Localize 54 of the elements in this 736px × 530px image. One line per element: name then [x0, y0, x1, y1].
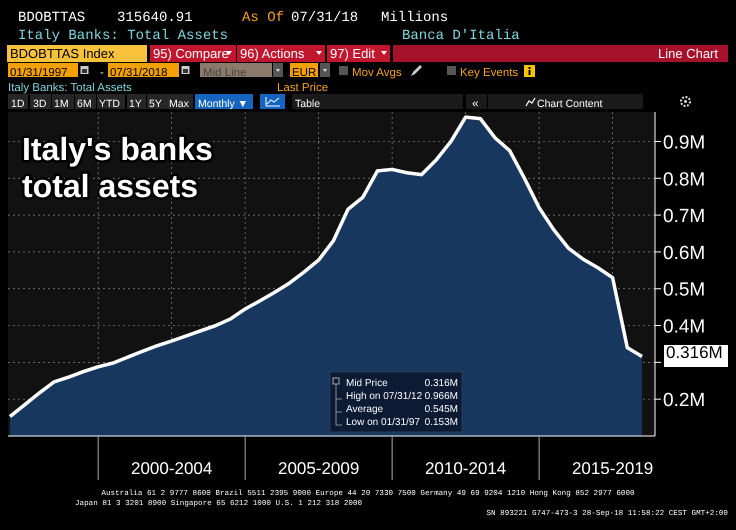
text: Monthly ▼ [198, 98, 248, 110]
y-tick-label: 0.8M [663, 169, 706, 190]
text: 5Y [149, 98, 162, 110]
x-tick-label: 2015-2019 [572, 459, 654, 478]
text: 97) Edit [330, 46, 376, 61]
text: 01/31/1997 [10, 67, 68, 79]
annotation: 0.316M [424, 378, 458, 389]
annotation: 0.153M [424, 417, 458, 428]
text: « [472, 96, 479, 110]
text: 96) Actions [240, 46, 305, 61]
text: 0.316M [666, 343, 723, 362]
text: Line Chart [658, 46, 718, 61]
text: Max [169, 98, 190, 110]
text: Italy Banks: Total Assets [18, 28, 228, 44]
text: Millions [381, 10, 448, 26]
annotation: 0.966M [424, 391, 458, 402]
text: Last Price [277, 82, 328, 94]
annotation: Low on 01/31/97 [346, 417, 420, 428]
text: YTD [99, 98, 120, 110]
text: 6M [77, 98, 92, 110]
annotation: Mid Price [346, 378, 388, 389]
text: BDOBTTAS Index [10, 46, 116, 61]
text: 1M [54, 98, 69, 110]
text: 07/31/18 [291, 10, 358, 26]
text: EUR [292, 67, 316, 79]
x-tick-label: 2000-2004 [131, 459, 212, 478]
y-tick-label: 0.7M [663, 206, 706, 228]
y-tick-label: 0.6M [663, 242, 706, 264]
text: Mov Avgs [352, 67, 402, 79]
text: Italy Banks: Total Assets [8, 82, 132, 94]
text: 95) Compare [153, 46, 229, 61]
text: Italy's banks total assets [22, 131, 213, 204]
text: As Of [242, 10, 284, 26]
annotation: Average [346, 404, 384, 415]
x-tick-label: 2005-2009 [278, 459, 360, 478]
text: Banca D'Italia [402, 28, 520, 44]
y-tick-label: 0.2M [663, 390, 706, 412]
text: 07/31/2018 [110, 67, 168, 79]
text: 3D [33, 98, 47, 110]
text: Key Events [460, 67, 518, 79]
x-tick-label: 2010-2014 [424, 459, 506, 478]
text: 315640.91 [117, 10, 193, 26]
text: 1D [11, 98, 25, 110]
annotation: 0.545M [424, 404, 458, 415]
y-tick-label: 0.4M [663, 316, 706, 338]
text: 1Y [129, 98, 142, 110]
text: - [100, 67, 104, 79]
text: Mid Line [203, 67, 246, 79]
annotation: High on 07/31/12 [346, 391, 423, 402]
y-tick-label: 0.9M [663, 132, 706, 154]
text: Table [295, 98, 320, 110]
y-tick-label: 0.5M [663, 280, 706, 301]
text: Chart Content [537, 98, 602, 110]
text: BDOBTTAS [18, 10, 86, 26]
